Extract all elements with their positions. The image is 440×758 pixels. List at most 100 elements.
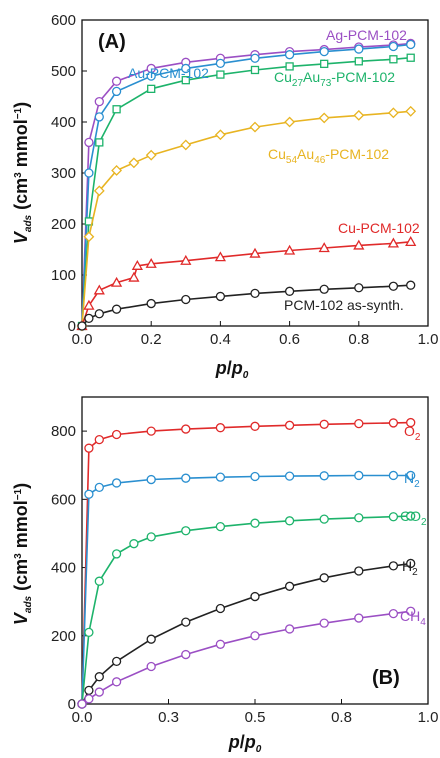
data-point — [249, 247, 261, 258]
data-point — [388, 512, 399, 522]
series-line — [81, 43, 411, 327]
data-point — [83, 231, 95, 243]
data-point — [284, 471, 295, 481]
y-tick-label: 300 — [51, 165, 76, 182]
data-point — [112, 105, 121, 114]
data-point — [111, 549, 122, 559]
series-line — [81, 42, 411, 327]
x-tick-label: 0.2 — [141, 331, 162, 348]
data-point — [318, 242, 330, 253]
x-tick-label: 0.6 — [279, 331, 300, 348]
series-co2 — [77, 511, 416, 709]
x-tick-label: 0.8 — [331, 709, 352, 726]
data-point — [84, 685, 94, 696]
data-point — [285, 62, 294, 71]
data-point — [284, 286, 295, 296]
data-point — [215, 472, 226, 482]
data-point — [250, 65, 260, 75]
x-tick-label: 0.0 — [72, 331, 93, 348]
series-n2 — [77, 470, 416, 709]
data-point — [319, 419, 329, 429]
data-point — [111, 656, 122, 667]
data-point — [405, 236, 417, 247]
data-point — [146, 298, 156, 309]
series-line — [81, 610, 411, 705]
label-cu27au73-pcm-102: Cu27Au73-PCM-102 — [274, 69, 395, 89]
x-tick-label: 0.5 — [245, 709, 266, 726]
data-point — [146, 661, 156, 672]
panel-b-series — [77, 417, 416, 709]
data-point — [353, 109, 365, 121]
x-tick-label: 1.0 — [418, 709, 439, 726]
y-tick-label: 200 — [51, 628, 76, 645]
y-tick-label: 400 — [51, 114, 76, 131]
data-point — [94, 112, 104, 122]
data-point — [250, 53, 260, 63]
data-point — [215, 639, 226, 649]
y-tick-label: 800 — [51, 423, 76, 440]
data-point — [284, 516, 295, 526]
data-point — [284, 581, 295, 591]
y-tick-label: 0 — [68, 696, 76, 713]
panel-b-chart: 0.0 0.3 0.5 0.8 1.0 0 200 400 600 800 (B) O2 N2 C… — [11, 396, 439, 755]
y-tick-label: 400 — [51, 560, 76, 577]
data-point — [181, 424, 191, 434]
data-point — [94, 687, 104, 697]
data-point — [389, 55, 398, 64]
data-point — [84, 489, 94, 499]
data-point — [354, 283, 364, 293]
panel-b-frame — [81, 396, 429, 705]
panel-a-chart: 0.0 0.2 0.4 0.6 0.8 1.0 0 100 200 300 400 500 600 (A… — [11, 12, 438, 381]
data-point — [94, 482, 104, 493]
data-point — [181, 294, 191, 305]
series-line — [81, 474, 411, 705]
panel-a-ylabel: Vads (cm3 mmol−1) — [11, 102, 34, 244]
x-tick-label: 0.3 — [158, 709, 179, 726]
data-point — [131, 259, 143, 270]
x-tick-label: 0.0 — [72, 709, 93, 726]
x-tick-label: 0.4 — [210, 331, 231, 348]
data-point — [181, 63, 191, 74]
data-point — [95, 138, 104, 147]
label-h2: H2 — [402, 558, 418, 578]
panel-b-ylabel: Vads (cm3 mmol−1) — [11, 483, 34, 625]
data-point — [146, 474, 156, 485]
y-tick-label: 100 — [51, 267, 76, 284]
data-point — [181, 473, 191, 483]
data-point — [214, 129, 226, 141]
data-point — [354, 418, 364, 429]
data-point — [147, 84, 156, 93]
y-tick-label: 0 — [68, 318, 76, 335]
data-point — [354, 566, 364, 576]
y-tick-label: 200 — [51, 216, 76, 233]
panel-b-label: (B) — [372, 667, 400, 689]
data-point — [354, 613, 364, 623]
data-point — [145, 149, 157, 161]
data-point — [405, 105, 417, 117]
data-point — [128, 271, 140, 282]
data-point — [388, 561, 399, 571]
data-point — [250, 591, 260, 602]
series-line — [81, 562, 411, 705]
data-point — [215, 603, 226, 614]
panel-a-xlabel: p/p0 — [215, 358, 249, 381]
data-point — [77, 699, 87, 709]
data-point — [94, 96, 104, 107]
x-tick-label: 0.8 — [348, 331, 369, 348]
label-n2: N2 — [404, 470, 420, 490]
data-point — [250, 518, 260, 528]
series-line — [81, 110, 411, 327]
data-point — [353, 239, 365, 250]
label-ag-pcm-102: Ag-PCM-102 — [326, 27, 407, 43]
data-point — [320, 59, 329, 69]
series-line — [81, 421, 411, 705]
data-point — [354, 513, 364, 523]
data-point — [111, 86, 122, 97]
data-point — [319, 514, 329, 524]
data-point — [319, 618, 329, 628]
data-point — [406, 470, 416, 481]
data-point — [146, 634, 156, 644]
panel-b-xlabel: p/p0 — [228, 732, 262, 755]
series-h2 — [77, 558, 416, 709]
data-point — [388, 418, 399, 428]
